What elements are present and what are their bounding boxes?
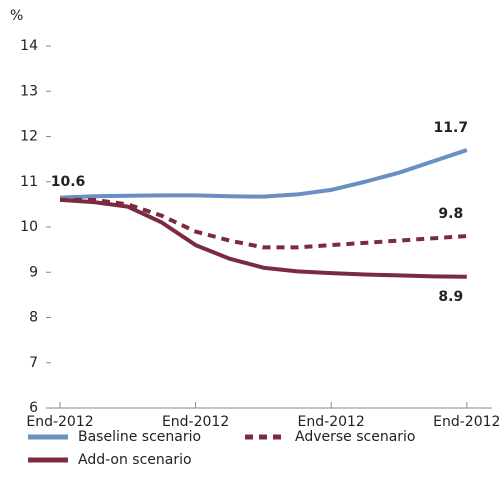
- series-line: [59, 148, 468, 200]
- y-tick-label: 13: [20, 83, 38, 99]
- data-label: 8.9: [438, 289, 463, 305]
- legend-label: Add-on scenario: [78, 452, 192, 468]
- data-label: 10.6: [51, 174, 86, 190]
- y-tick-label: 8: [29, 310, 38, 326]
- x-tick-label: End-2012: [433, 414, 500, 430]
- y-tick-label: 6: [29, 400, 38, 416]
- y-tick-label: 9: [29, 264, 38, 280]
- x-tick-label: End-2012: [298, 414, 365, 430]
- y-axis-label: %: [10, 8, 23, 24]
- series-line: [59, 197, 467, 279]
- data-label: 9.8: [438, 206, 463, 222]
- y-tick-label: 14: [20, 38, 38, 54]
- legend-label: Baseline scenario: [78, 429, 201, 445]
- y-tick-label: 12: [20, 129, 38, 145]
- y-tick-label: 11: [20, 174, 38, 190]
- data-label: 11.7: [434, 120, 469, 136]
- y-tick-label: 10: [20, 219, 38, 235]
- series-line: [60, 197, 467, 250]
- x-tick-label: End-2012: [162, 414, 229, 430]
- legend-label: Adverse scenario: [295, 429, 416, 445]
- y-tick-label: 7: [29, 355, 38, 371]
- x-tick-label: End-2012: [26, 414, 93, 430]
